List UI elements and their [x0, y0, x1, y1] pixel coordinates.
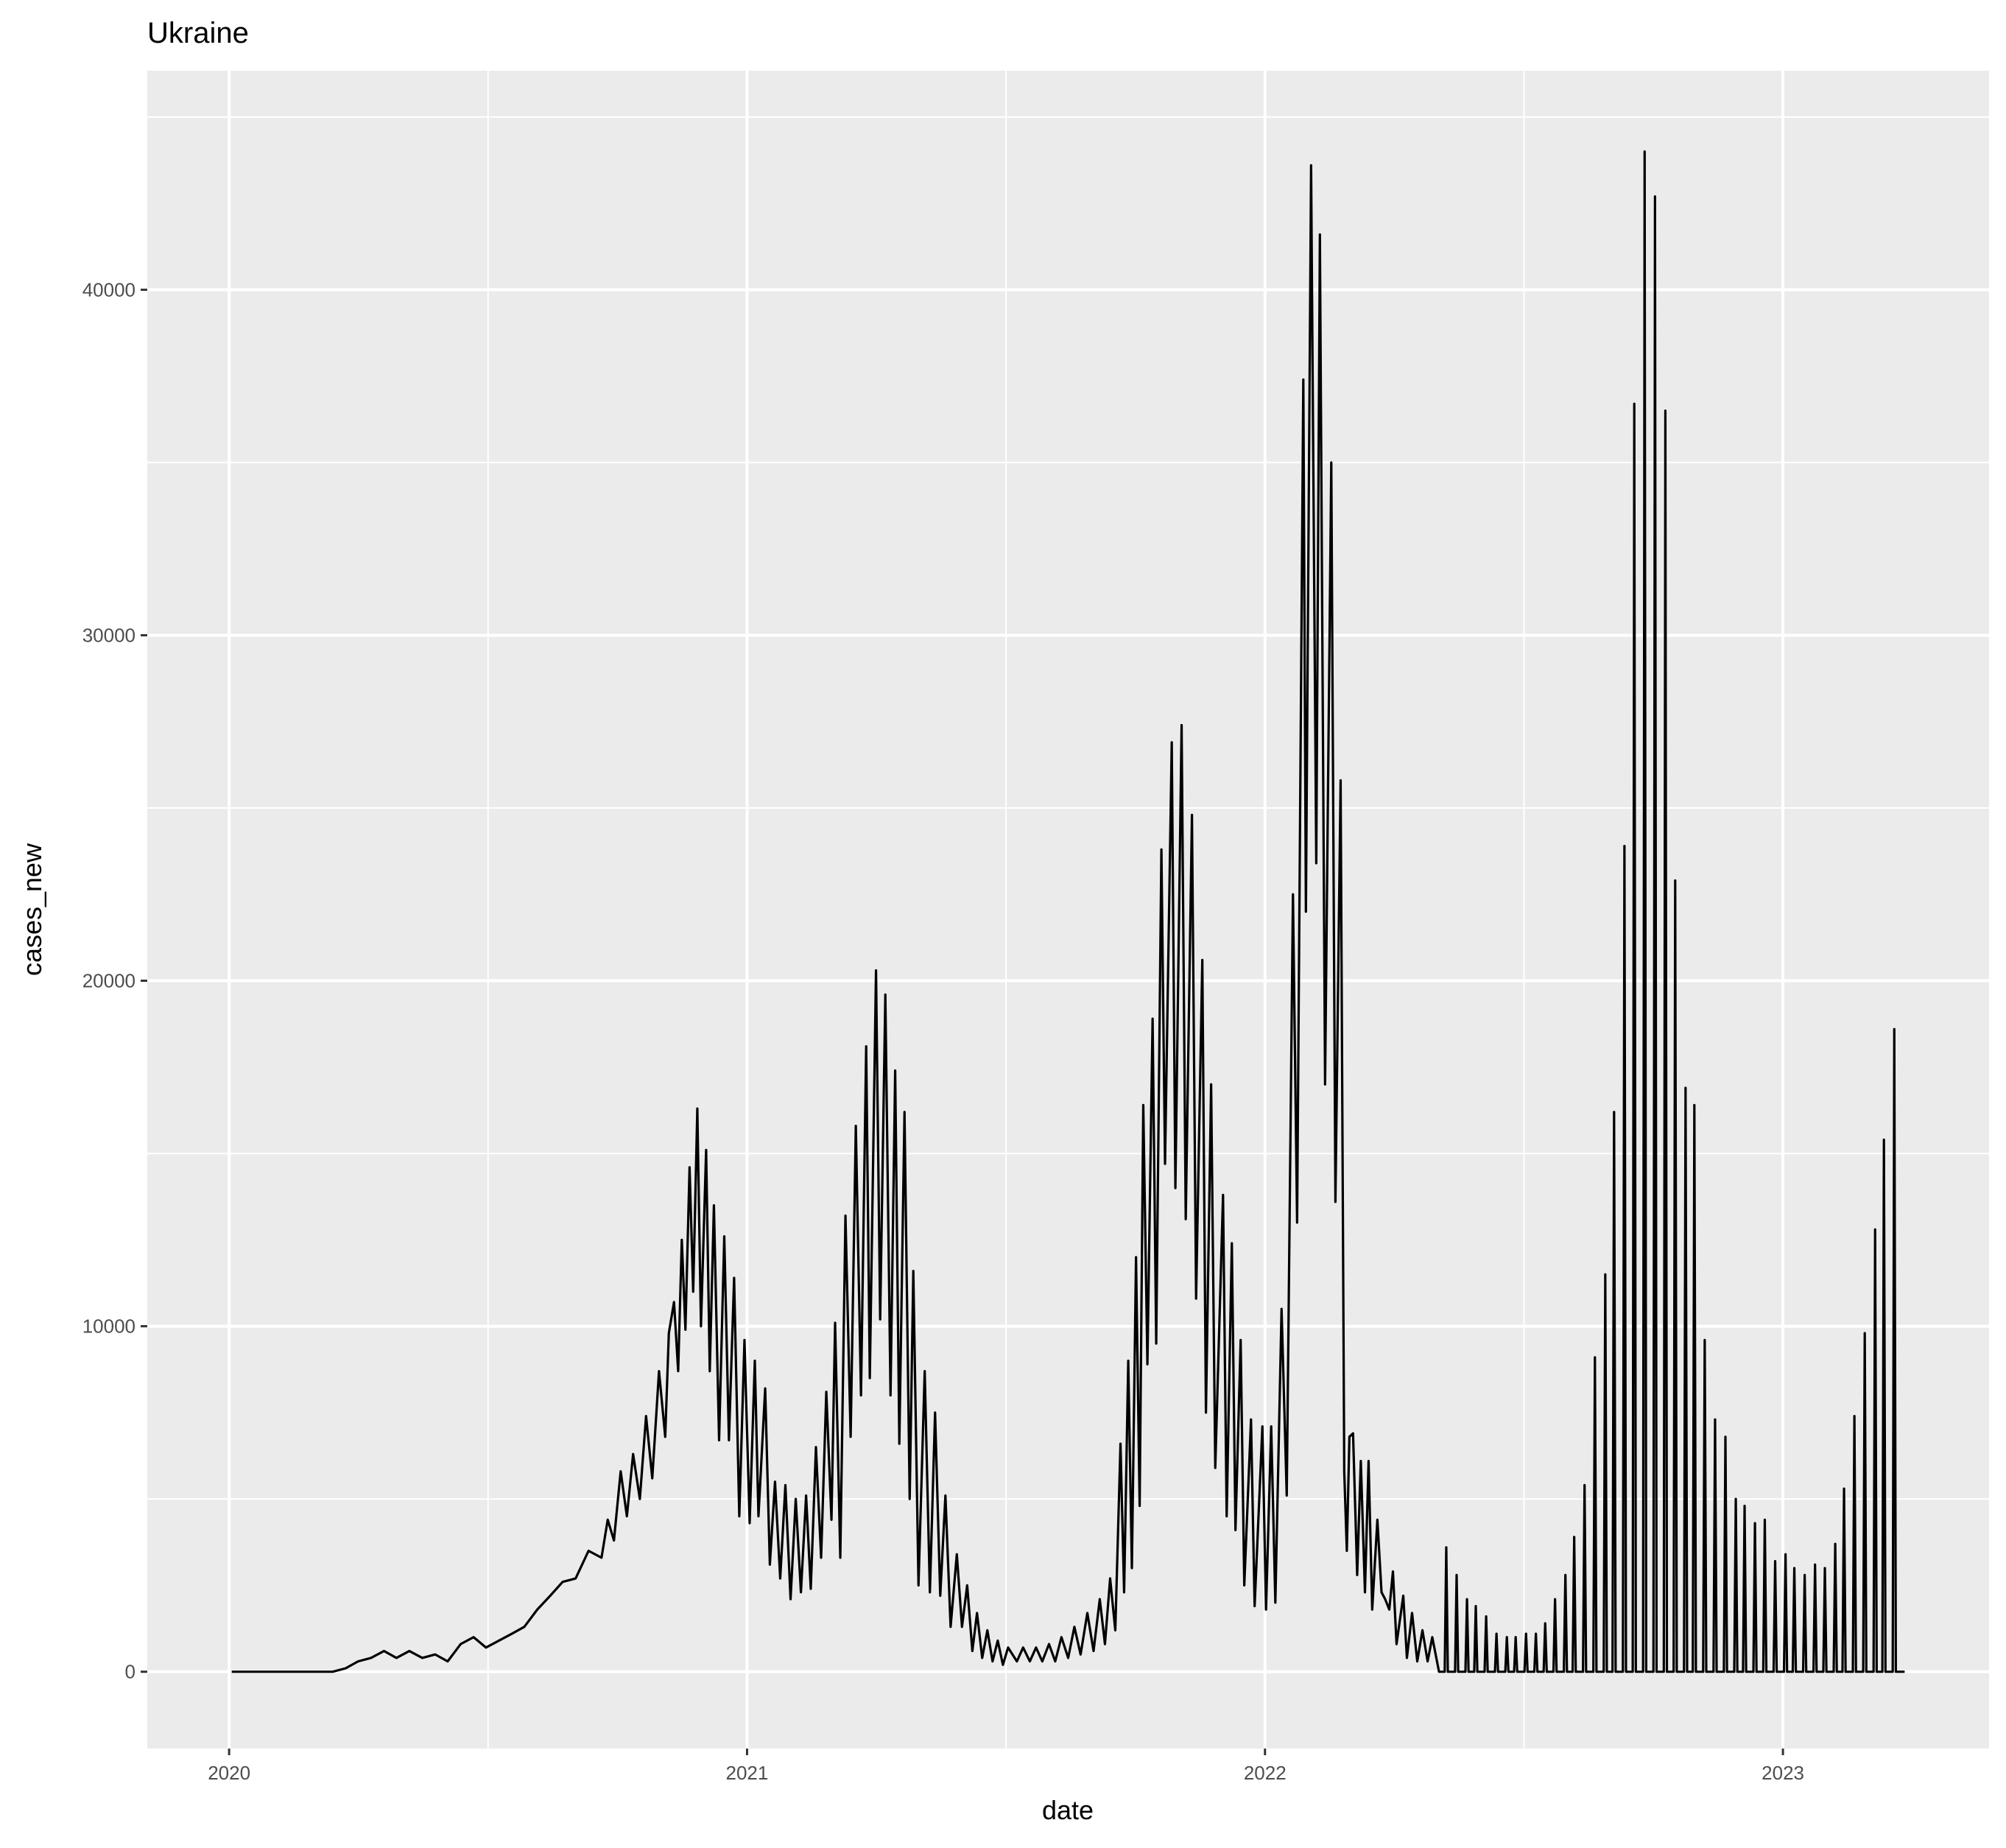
y-tick-label: 30000 — [82, 624, 136, 646]
x-tick-label: 2021 — [726, 1762, 769, 1784]
y-tick-label: 40000 — [82, 278, 136, 301]
plot-panel — [147, 71, 1989, 1749]
y-tick-label: 20000 — [82, 970, 136, 992]
x-tick-label: 2020 — [208, 1762, 250, 1784]
y-axis-title: cases_new — [17, 843, 47, 976]
chart-title: Ukraine — [147, 17, 249, 49]
x-axis-title: date — [1042, 1795, 1094, 1825]
x-tick-label: 2022 — [1244, 1762, 1287, 1784]
data-line — [231, 150, 1905, 1673]
y-tick-label: 0 — [125, 1661, 136, 1683]
y-tick-label: 10000 — [82, 1315, 136, 1338]
x-tick-label: 2023 — [1762, 1762, 1804, 1784]
